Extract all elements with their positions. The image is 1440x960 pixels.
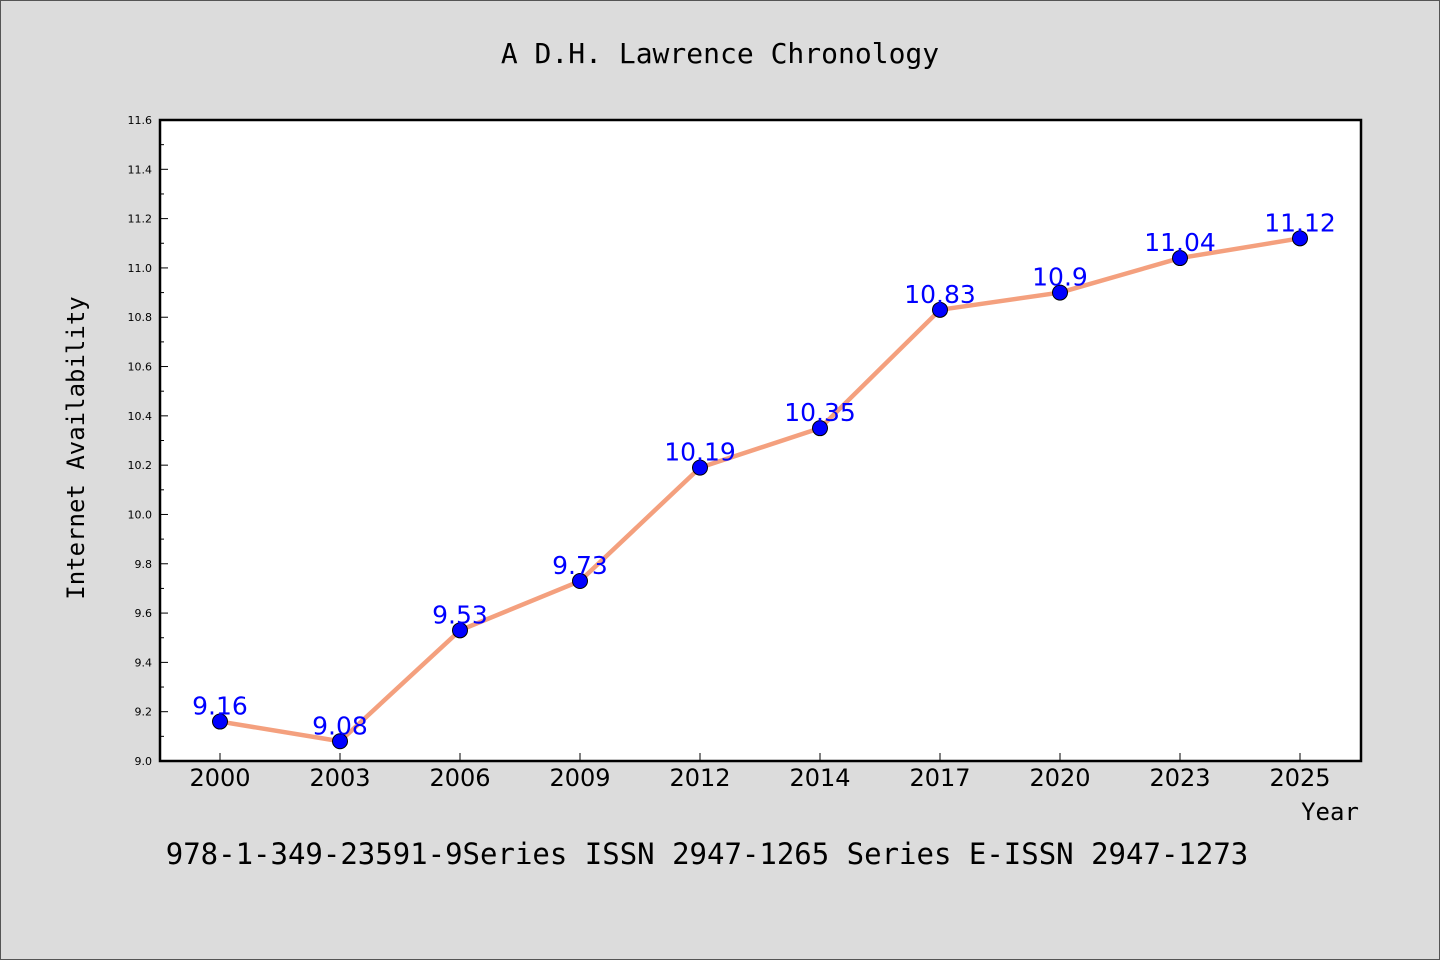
- data-point-marker: [572, 573, 588, 590]
- y-tick-label: 11.0: [128, 262, 153, 275]
- x-tick-label: 2012: [669, 764, 730, 792]
- x-axis-label: Year: [1301, 798, 1359, 826]
- y-tick-label: 10.0: [128, 508, 153, 521]
- y-tick-label: 9.4: [135, 656, 153, 669]
- y-tick-label: 10.6: [128, 361, 153, 374]
- data-point-marker: [1292, 230, 1308, 247]
- x-tick-label: 2000: [189, 764, 250, 792]
- data-label: 10.19: [664, 438, 736, 467]
- data-point-marker: [932, 301, 948, 318]
- y-tick-label: 9.2: [135, 706, 153, 719]
- x-axis: 2000 2003 2006 2009 2012 2014 2017 2020 2023 2025: [189, 753, 1331, 792]
- data-point-marker: [1052, 284, 1068, 301]
- y-tick-label: 9.8: [135, 558, 153, 571]
- x-tick-label: 2025: [1269, 764, 1330, 792]
- chart-title: A D.H. Lawrence Chronology: [501, 37, 939, 70]
- y-tick-label: 11.6: [128, 114, 153, 127]
- data-label: 9.16: [192, 692, 248, 721]
- data-label: 10.83: [904, 280, 976, 309]
- y-tick-label: 10.4: [128, 410, 153, 423]
- data-point-marker: [452, 622, 468, 639]
- plot-area: [158, 118, 1363, 763]
- x-tick-label: 2003: [309, 764, 370, 792]
- y-tick-label: 11.2: [128, 213, 153, 226]
- data-label: 11.04: [1144, 228, 1216, 257]
- y-tick-label: 11.4: [128, 163, 153, 176]
- y-tick-label: 9.6: [135, 607, 153, 620]
- x-tick-label: 2006: [429, 764, 490, 792]
- data-label: 9.08: [312, 711, 368, 740]
- footer-text: 978-1-349-23591-9Series ISSN 2947-1265 S…: [166, 837, 1249, 871]
- y-tick-label: 10.8: [128, 311, 153, 324]
- data-point-marker: [1172, 250, 1188, 267]
- x-tick-label: 2020: [1029, 764, 1090, 792]
- y-axis: 9.0 9.2 9.4 9.6 9.8 10.0 10.2 10.4 10.6 10.8 11.0 1…: [128, 114, 168, 768]
- data-label: 10.35: [784, 398, 856, 427]
- x-tick-label: 2014: [789, 764, 850, 792]
- x-tick-label: 2023: [1149, 764, 1210, 792]
- data-point-marker: [812, 420, 828, 437]
- y-axis-label: Internet Availability: [62, 296, 90, 599]
- y-tick-label: 10.2: [128, 459, 153, 472]
- data-label: 10.9: [1032, 263, 1088, 292]
- data-point-marker: [212, 713, 228, 730]
- data-labels: 9.16 9.08 9.53 9.73 10.19 10.35 10.83 10.9 11.04…: [192, 208, 1336, 740]
- data-label: 9.53: [432, 600, 488, 629]
- series-line: [217, 236, 1303, 744]
- data-point-marker: [692, 459, 708, 476]
- x-tick-label: 2009: [549, 764, 610, 792]
- y-tick-label: 9.0: [135, 755, 153, 768]
- x-tick-label: 2017: [909, 764, 970, 792]
- series-markers: [212, 230, 1308, 750]
- data-label: 9.73: [552, 551, 608, 580]
- data-label: 11.12: [1264, 208, 1336, 237]
- data-point-marker: [332, 733, 348, 750]
